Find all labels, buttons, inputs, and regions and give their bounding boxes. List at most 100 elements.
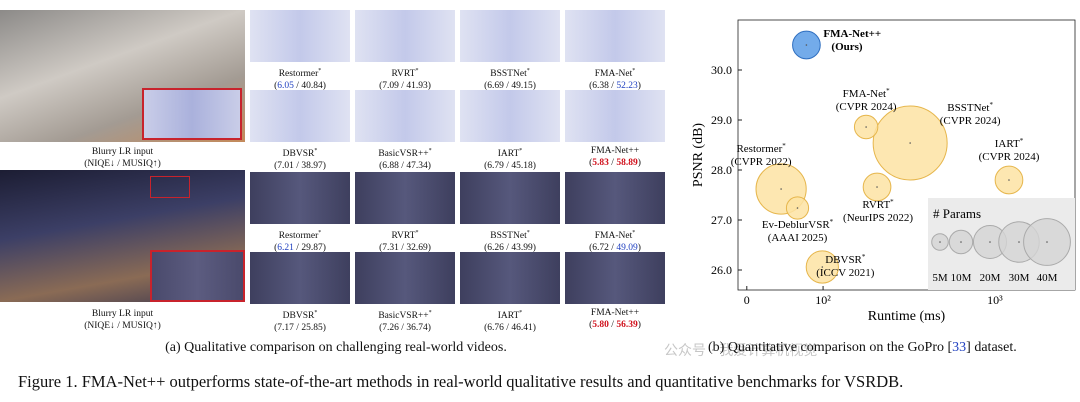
method-name-line: BasicVSR++* xyxy=(350,307,460,322)
result-patch xyxy=(460,252,560,304)
method-scores: (7.17 / 25.85) xyxy=(245,322,355,334)
method-name-line: FMA-Net++ xyxy=(560,307,670,319)
bubble-venue: (Ours) xyxy=(831,41,863,53)
method-caption: RVRT* (7.31 / 32.69) xyxy=(350,227,460,254)
plot-frame xyxy=(737,19,1076,291)
point-mark: * xyxy=(989,101,993,109)
point-name: FMA-Net++ xyxy=(823,28,881,40)
panel-a-caption: (a) Qualitative comparison on challengin… xyxy=(165,340,507,355)
separator: / xyxy=(608,320,617,330)
legend-dot xyxy=(939,241,941,243)
niqe-score: 7.09 xyxy=(382,81,399,92)
separator: / xyxy=(398,243,407,254)
niqe-score: 6.38 xyxy=(592,81,609,92)
citation[interactable]: 33 xyxy=(952,340,967,355)
paren: ( xyxy=(589,158,593,168)
bubble-label: Restormer* xyxy=(736,142,786,155)
method-scores: (5.83 / 58.89) xyxy=(560,157,670,169)
method-scores: (6.26 / 43.99) xyxy=(455,242,565,254)
method-name: FMA-Net++ xyxy=(590,146,640,156)
result-patch xyxy=(250,172,350,224)
method-caption: BasicVSR++* (6.88 / 47.34) xyxy=(350,145,460,172)
result-patch xyxy=(460,10,560,62)
musiq-score: 49.09 xyxy=(616,243,638,254)
bubble-label: FMA-Net++ xyxy=(823,28,881,40)
legend-dot xyxy=(1018,241,1020,243)
method-name: BSSTNet xyxy=(490,69,527,80)
zoom-box xyxy=(150,176,190,198)
musiq-score: 45.18 xyxy=(511,161,533,172)
point-name: Ev-DeblurVSR xyxy=(762,219,830,231)
method-scores: (6.21 / 29.87) xyxy=(245,242,355,254)
method-mark: * xyxy=(428,148,432,154)
y-tick-label: 29.0 xyxy=(711,113,732,127)
niqe-score: 6.76 xyxy=(487,323,504,334)
method-name-line: FMA-Net* xyxy=(560,227,670,242)
paren: ( xyxy=(484,323,488,334)
musiq-score: 43.99 xyxy=(511,243,533,254)
x-tick-label: 10² xyxy=(815,293,831,307)
method-scores: (7.31 / 32.69) xyxy=(350,242,460,254)
method-name-line: DBVSR* xyxy=(245,307,355,322)
separator: / xyxy=(293,81,302,92)
paren: ) xyxy=(322,243,326,254)
paren: ) xyxy=(637,243,641,254)
bubble-label: Ev-DeblurVSR* xyxy=(762,218,834,231)
separator: / xyxy=(503,323,512,334)
method-caption: DBVSR* (7.17 / 25.85) xyxy=(245,307,355,334)
method-name-line: BSSTNet* xyxy=(455,65,565,80)
method-caption: FMA-Net* (6.72 / 49.09) xyxy=(560,227,670,254)
method-name: DBVSR xyxy=(282,149,315,160)
method-name-line: IART* xyxy=(455,307,565,322)
method-mark: * xyxy=(632,68,636,74)
bubble-center xyxy=(780,188,782,190)
paren: ( xyxy=(589,81,593,92)
method-name: FMA-Net++ xyxy=(590,308,640,318)
paren: ( xyxy=(379,323,383,334)
niqe-score: 6.72 xyxy=(592,243,609,254)
result-patch xyxy=(565,10,665,62)
method-caption: RVRT* (7.09 / 41.93) xyxy=(350,65,460,92)
method-name: DBVSR xyxy=(282,311,315,322)
input-caption: Blurry LR input (NIQE↓ / MUSIQ↑) xyxy=(0,308,245,332)
paren: ( xyxy=(484,81,488,92)
separator: / xyxy=(608,158,617,168)
method-name: Restormer xyxy=(278,231,319,242)
paren: ( xyxy=(379,243,383,254)
method-name: RVRT xyxy=(391,69,416,80)
point-mark: * xyxy=(890,198,894,206)
input-metrics: (NIQE↓ / MUSIQ↑) xyxy=(84,159,161,169)
result-patch xyxy=(250,10,350,62)
bubble-center xyxy=(876,186,878,188)
paren: ( xyxy=(379,81,383,92)
bubble-center xyxy=(796,207,799,209)
musiq-score: 25.85 xyxy=(301,323,323,334)
method-mark: * xyxy=(519,148,523,154)
method-name: FMA-Net xyxy=(594,69,633,80)
paren: ( xyxy=(484,243,488,254)
y-tick-label: 27.0 xyxy=(711,213,732,227)
paren: ) xyxy=(637,81,641,92)
bubble-venue: (CVPR 2024) xyxy=(836,101,897,113)
result-patch xyxy=(250,252,350,304)
legend-dot xyxy=(989,241,991,243)
separator: / xyxy=(293,323,302,334)
paren: ) xyxy=(427,161,431,172)
method-scores: (6.38 / 52.23) xyxy=(560,80,670,92)
method-mark: * xyxy=(526,230,530,236)
x-tick-label: 0 xyxy=(744,293,750,307)
niqe-score: 6.69 xyxy=(487,81,504,92)
result-patch xyxy=(250,90,350,142)
method-name-line: BSSTNet* xyxy=(455,227,565,242)
method-name-line: RVRT* xyxy=(350,227,460,242)
x-tick-label: 10³ xyxy=(987,293,1003,307)
point-name: DBVSR xyxy=(825,254,862,266)
result-patch xyxy=(355,172,455,224)
bubble-label: DBVSR* xyxy=(825,253,866,266)
niqe-score: 6.79 xyxy=(487,161,504,172)
point-name: IART xyxy=(995,138,1020,150)
method-mark: * xyxy=(314,310,318,316)
niqe-score: 7.01 xyxy=(277,161,294,172)
paren: ( xyxy=(274,161,278,172)
